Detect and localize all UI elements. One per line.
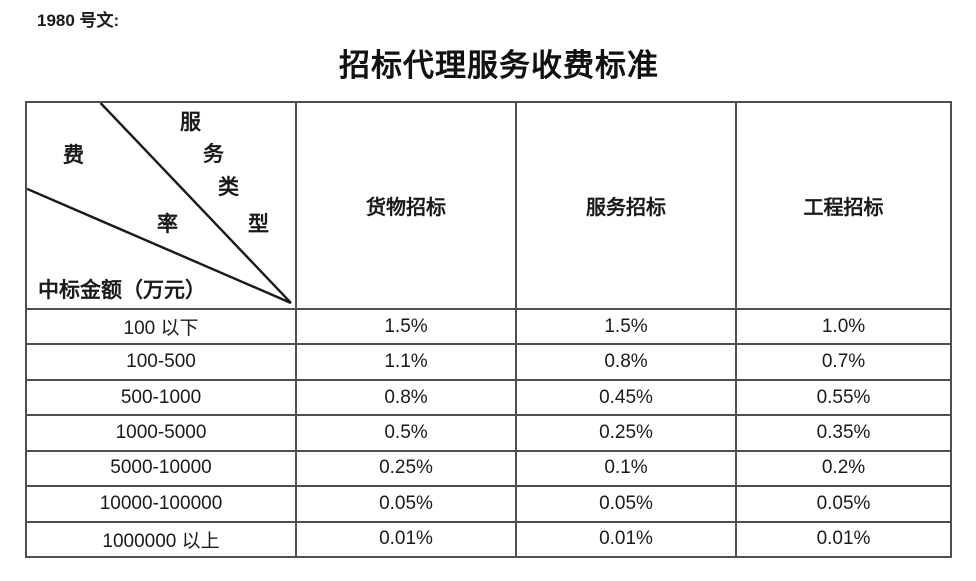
rate-cell-works: 0.35% <box>735 414 952 452</box>
table-row: 100-500 1.1% 0.8% 0.7% <box>25 343 952 381</box>
rate-char-2: 率 <box>157 212 178 236</box>
table-row: 100 以下 1.5% 1.5% 1.0% <box>25 307 952 346</box>
rate-cell-services: 0.1% <box>515 449 737 488</box>
rate-cell-services: 0.01% <box>515 520 737 559</box>
amount-range-cell: 5000-10000 <box>25 449 297 488</box>
document-ref-label: 1980 号文: <box>37 11 120 30</box>
page-title: 招标代理服务收费标准 <box>339 48 659 83</box>
table-row: 500-1000 0.8% 0.45% 0.55% <box>25 378 952 417</box>
rate-cell-goods: 0.05% <box>295 485 517 523</box>
amount-range-cell: 10000-100000 <box>25 485 297 523</box>
rate-char-1: 费 <box>63 143 84 167</box>
rate-cell-services: 0.8% <box>515 343 737 381</box>
rate-cell-services: 0.45% <box>515 378 737 417</box>
rate-cell-services: 0.25% <box>515 414 737 452</box>
rate-cell-goods: 1.5% <box>295 307 517 346</box>
amount-range-cell: 1000-5000 <box>25 414 297 452</box>
rate-cell-goods: 0.25% <box>295 449 517 488</box>
amount-range-cell: 1000000 以上 <box>25 520 297 559</box>
table-row: 1000000 以上 0.01% 0.01% 0.01% <box>25 520 952 559</box>
service-type-char-3: 类 <box>218 175 239 199</box>
rate-cell-goods: 1.1% <box>295 343 517 381</box>
service-type-char-4: 型 <box>248 212 269 236</box>
amount-range-cell: 100-500 <box>25 343 297 381</box>
table-row: 5000-10000 0.25% 0.1% 0.2% <box>25 449 952 488</box>
service-type-char-2: 务 <box>203 142 224 166</box>
rate-cell-works: 0.01% <box>735 520 952 559</box>
rate-cell-goods: 0.5% <box>295 414 517 452</box>
amount-range-cell: 100 以下 <box>25 307 297 346</box>
table-row: 1000-5000 0.5% 0.25% 0.35% <box>25 414 952 452</box>
rate-cell-services: 0.05% <box>515 485 737 523</box>
rate-cell-goods: 0.8% <box>295 378 517 417</box>
rate-cell-works: 0.2% <box>735 449 952 488</box>
rate-cell-works: 0.7% <box>735 343 952 381</box>
diagonal-lines <box>27 103 292 305</box>
fee-table: 服 务 类 型 费 率 中标金额（万元） 货物招标 服务招标 工程招标 100 … <box>25 101 952 559</box>
column-header-goods: 货物招标 <box>295 101 517 310</box>
column-header-works: 工程招标 <box>735 101 952 310</box>
amount-range-cell: 500-1000 <box>25 378 297 417</box>
table-row: 10000-100000 0.05% 0.05% 0.05% <box>25 485 952 523</box>
rate-cell-works: 0.55% <box>735 378 952 417</box>
diagonal-header-cell: 服 务 类 型 费 率 中标金额（万元） <box>25 101 297 310</box>
diagonal-header-inner: 服 务 类 型 费 率 中标金额（万元） <box>27 103 295 308</box>
rate-cell-services: 1.5% <box>515 307 737 346</box>
column-header-services: 服务招标 <box>515 101 737 310</box>
table-header-row: 服 务 类 型 费 率 中标金额（万元） 货物招标 服务招标 工程招标 <box>25 101 952 310</box>
amount-axis-label: 中标金额（万元） <box>38 278 206 302</box>
rate-cell-works: 1.0% <box>735 307 952 346</box>
service-type-char-1: 服 <box>180 110 201 134</box>
rate-cell-works: 0.05% <box>735 485 952 523</box>
rate-cell-goods: 0.01% <box>295 520 517 559</box>
